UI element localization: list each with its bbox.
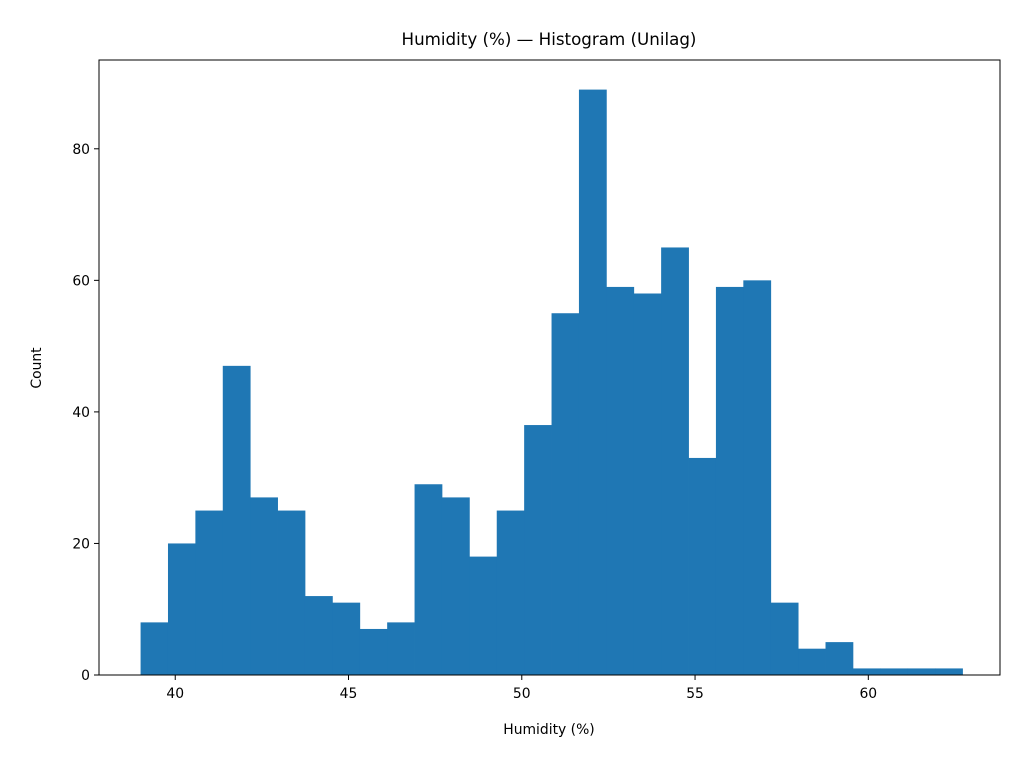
histogram-bar xyxy=(880,668,909,675)
histogram-bar xyxy=(907,668,936,675)
y-axis-label: Count xyxy=(29,347,45,389)
histogram-bar xyxy=(551,313,580,675)
chart-title: Humidity (%) — Histogram (Unilag) xyxy=(402,29,697,49)
histogram-bar xyxy=(852,668,881,675)
bars-group xyxy=(140,89,963,675)
histogram-bar xyxy=(140,622,169,675)
x-tick-label: 50 xyxy=(513,686,531,702)
histogram-bar xyxy=(222,365,251,675)
histogram-bar xyxy=(935,668,963,675)
x-tick-label: 60 xyxy=(859,686,877,702)
histogram-bar xyxy=(277,510,306,675)
histogram-bar xyxy=(359,628,388,675)
histogram-bar xyxy=(578,89,607,675)
histogram-bar xyxy=(496,510,525,675)
histogram-bar xyxy=(250,497,278,675)
histogram-bar xyxy=(715,286,744,675)
histogram-bar xyxy=(606,286,635,675)
histogram-bar xyxy=(304,596,333,675)
histogram-bar xyxy=(661,247,689,675)
y-tick-label: 20 xyxy=(72,536,90,552)
histogram-bar xyxy=(798,648,826,675)
x-axis-label: Humidity (%) xyxy=(503,722,594,738)
x-tick-label: 55 xyxy=(686,686,704,702)
y-tick-label: 60 xyxy=(72,273,90,289)
histogram-bar xyxy=(633,293,662,675)
histogram-bar xyxy=(167,543,196,675)
histogram-bar xyxy=(195,510,224,675)
histogram-bar xyxy=(770,602,799,675)
histogram-bar xyxy=(414,484,443,675)
histogram-bar xyxy=(688,457,717,675)
y-tick-label: 0 xyxy=(81,668,90,684)
y-tick-label: 40 xyxy=(72,405,90,421)
x-axis-ticks: 40 45 50 55 60 xyxy=(166,675,877,702)
x-tick-label: 45 xyxy=(340,686,358,702)
y-axis-ticks: 0 20 40 60 80 xyxy=(72,142,99,684)
plot-frame xyxy=(98,59,1001,676)
x-tick-label: 40 xyxy=(166,686,184,702)
histogram-bar xyxy=(469,556,498,675)
histogram-bar xyxy=(387,622,415,675)
histogram-bar xyxy=(332,602,361,675)
histogram-bar xyxy=(743,280,772,675)
histogram-bar xyxy=(524,425,552,675)
histogram-bar xyxy=(825,642,854,675)
y-tick-label: 80 xyxy=(72,142,90,158)
histogram-bar xyxy=(441,497,470,675)
